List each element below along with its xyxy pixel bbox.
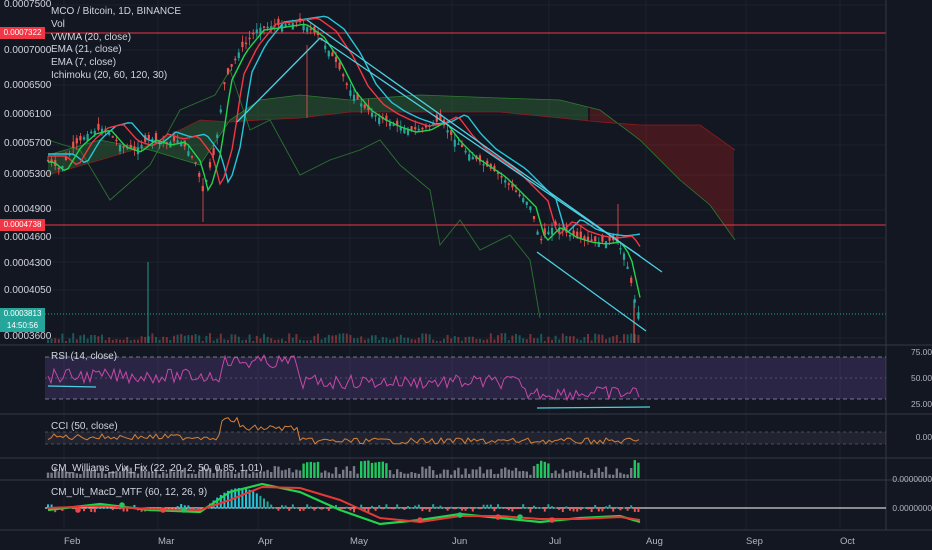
time-tick: Oct [840,536,855,547]
resistance-price-tag: 0.0007322 [0,27,45,39]
rsi-line [47,353,640,402]
price-tick: 0.0006100 [4,109,52,120]
legend-vwma[interactable]: VWMA (20, close) [51,31,132,43]
trendline-upper-2[interactable] [236,37,321,123]
price-tick: 0.0005700 [4,138,52,149]
volume-bars [47,262,640,343]
symbol-title[interactable]: MCO / Bitcoin, 1D, BINANCE [51,6,182,17]
rsi-trendline-right[interactable] [536,406,651,409]
legend-volume[interactable]: Vol [51,18,65,30]
ult-macd-tick: 0.0000000 [892,503,932,513]
time-tick: Jul [549,536,562,547]
legend-ema7[interactable]: EMA (7, close) [51,57,117,69]
time-tick: Aug [646,536,663,547]
price-tick: 0.0004600 [4,232,52,243]
senkou-span-a-line [47,94,736,241]
cci-band [45,432,886,444]
pane-separators [0,0,932,531]
cci-title[interactable]: CCI (50, close) [51,421,118,432]
rsi-title[interactable]: RSI (14, close) [51,351,118,362]
time-tick: Sep [746,536,763,547]
rsi-tick: 75.00 [911,347,932,357]
macd-signal-line [47,485,641,524]
price-tick: 0.0006500 [4,80,52,91]
cci-line [47,416,640,445]
legend: MCO / Bitcoin, 1D, BINANCE Vol VWMA (20,… [51,6,181,83]
price-tick: 0.0007000 [4,45,52,56]
bar-countdown-tag: 14:50:56 [0,320,45,332]
williams-vix-tick: 0.0000000 [892,474,932,484]
ichimoku-cloud-bullish [48,95,588,175]
williams-vix-histogram [46,460,640,478]
time-tick: May [350,536,368,547]
price-tick: 0.0005300 [4,169,52,180]
senkou-span-b-line [47,111,736,176]
trendline-channel-lower[interactable] [536,251,647,332]
vwma-line [48,15,641,237]
cci-tick: 0.00 [915,432,932,442]
trendline-upper-3[interactable] [319,37,641,257]
price-tick: 0.0003600 [4,331,52,342]
rsi-tick: 50.00 [911,373,932,383]
time-tick: Mar [158,536,175,547]
legend-ichimoku[interactable]: Ichimoku (20, 60, 120, 30) [51,69,168,81]
price-tick: 0.0004900 [4,204,52,215]
ichimoku-cloud-bearish [590,107,734,239]
ema21-line [48,17,641,247]
price-tick: 0.0004300 [4,258,52,269]
price-tick: 0.0007500 [4,0,52,10]
legend-ema21[interactable]: EMA (21, close) [51,44,122,56]
support-price-tag: 0.0004738 [0,219,45,231]
time-tick: Jun [452,536,468,547]
rsi-tick: 25.00 [911,399,932,409]
rsi-trendline-left[interactable] [47,385,97,388]
ema7-line [48,23,641,298]
last-price-tag: 0.0003813 [0,308,45,320]
time-tick: Feb [64,536,81,547]
time-tick: Apr [258,536,273,547]
williams-vix-title[interactable]: CM_Williams_Vix_Fix (22, 20, 2, 50, 0.85… [51,463,263,474]
price-tick: 0.0004050 [4,285,52,296]
macd-crossover-dots [75,502,555,523]
ult-macd-title[interactable]: CM_Ult_MacD_MTF (60, 12, 26, 9) [51,487,208,498]
